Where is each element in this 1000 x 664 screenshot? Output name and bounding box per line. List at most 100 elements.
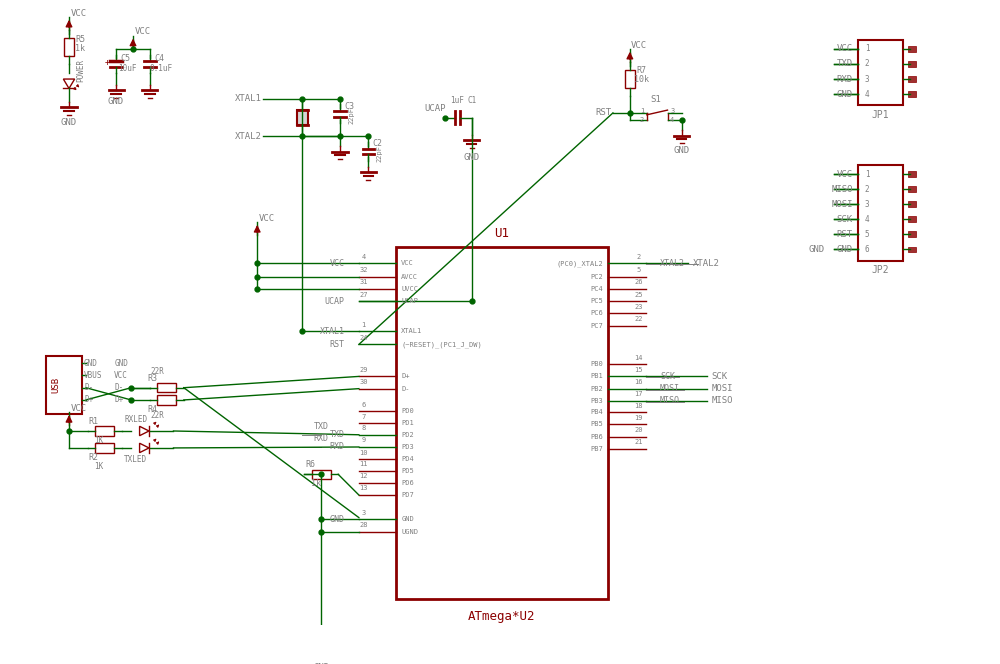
Bar bbox=[908, 76, 916, 82]
Text: 5: 5 bbox=[865, 230, 869, 239]
Text: (~RESET)_(PC1_J_DW): (~RESET)_(PC1_J_DW) bbox=[401, 341, 482, 348]
Text: 2: 2 bbox=[865, 60, 869, 68]
Text: 22R: 22R bbox=[151, 412, 164, 420]
Text: C2: C2 bbox=[373, 139, 383, 149]
Text: GND: GND bbox=[401, 517, 414, 523]
Text: ATmega*U2: ATmega*U2 bbox=[468, 610, 536, 623]
Text: RST: RST bbox=[330, 340, 345, 349]
Text: D+: D+ bbox=[114, 396, 123, 404]
Text: D-: D- bbox=[84, 383, 93, 392]
Text: 10: 10 bbox=[359, 450, 368, 456]
Text: 4: 4 bbox=[865, 90, 869, 98]
Text: 22R: 22R bbox=[151, 367, 164, 376]
Text: PD3: PD3 bbox=[401, 444, 414, 450]
Text: 4: 4 bbox=[361, 254, 366, 260]
Text: GND: GND bbox=[84, 359, 98, 368]
Text: TXD: TXD bbox=[330, 430, 345, 440]
Text: XTAL2: XTAL2 bbox=[693, 259, 720, 268]
Text: PD0: PD0 bbox=[401, 408, 414, 414]
Text: 12: 12 bbox=[359, 473, 368, 479]
Bar bbox=[908, 171, 916, 177]
Text: VCC: VCC bbox=[134, 27, 150, 37]
Bar bbox=[64, 38, 74, 56]
Text: 1k: 1k bbox=[311, 479, 321, 488]
Text: AVCC: AVCC bbox=[401, 274, 418, 280]
Text: 4: 4 bbox=[670, 118, 674, 124]
Text: PD1: PD1 bbox=[401, 420, 414, 426]
Text: 20: 20 bbox=[634, 427, 643, 433]
Text: GND: GND bbox=[330, 515, 345, 524]
Text: S1: S1 bbox=[651, 95, 662, 104]
Bar bbox=[908, 187, 916, 192]
Text: PD6: PD6 bbox=[401, 480, 414, 486]
Bar bbox=[858, 40, 903, 106]
Text: R5: R5 bbox=[75, 35, 85, 44]
Text: TXLED: TXLED bbox=[124, 455, 147, 463]
Bar bbox=[908, 246, 916, 252]
Text: D-: D- bbox=[401, 386, 410, 392]
Bar bbox=[908, 201, 916, 207]
Text: 1: 1 bbox=[865, 169, 869, 179]
Text: 18: 18 bbox=[634, 402, 643, 408]
Text: TXD: TXD bbox=[314, 422, 329, 431]
Text: 1K: 1K bbox=[94, 462, 104, 471]
Text: PD4: PD4 bbox=[401, 456, 414, 462]
Text: XTAL2: XTAL2 bbox=[660, 259, 685, 268]
Text: VBUS: VBUS bbox=[84, 371, 103, 380]
Text: MISO: MISO bbox=[660, 396, 680, 406]
Text: 3: 3 bbox=[361, 510, 366, 516]
Text: GND: GND bbox=[108, 97, 124, 106]
Text: 21: 21 bbox=[634, 440, 643, 446]
Text: R1: R1 bbox=[88, 417, 98, 426]
Text: XTAL1: XTAL1 bbox=[235, 94, 262, 104]
Text: 22: 22 bbox=[634, 316, 643, 322]
Text: 1: 1 bbox=[361, 321, 366, 327]
Text: 30: 30 bbox=[359, 379, 368, 385]
Bar bbox=[908, 61, 916, 67]
Text: R4: R4 bbox=[148, 405, 158, 414]
Text: 19: 19 bbox=[634, 415, 643, 421]
Text: GND: GND bbox=[114, 359, 128, 368]
Text: PB1: PB1 bbox=[591, 373, 604, 379]
Bar bbox=[858, 165, 903, 261]
Text: PB0: PB0 bbox=[591, 361, 604, 367]
Text: C3: C3 bbox=[344, 102, 354, 111]
Text: XTAL1: XTAL1 bbox=[401, 328, 422, 334]
Text: C4: C4 bbox=[154, 54, 164, 63]
Text: PC5: PC5 bbox=[591, 298, 604, 304]
Text: PC4: PC4 bbox=[591, 286, 604, 292]
Text: 1k: 1k bbox=[75, 44, 85, 53]
Text: 10uF: 10uF bbox=[118, 64, 137, 73]
Text: 14: 14 bbox=[634, 355, 643, 361]
Bar bbox=[908, 216, 916, 222]
Text: MOSI: MOSI bbox=[712, 384, 733, 393]
Bar bbox=[157, 383, 176, 392]
Text: POWER: POWER bbox=[77, 59, 86, 82]
Text: D+: D+ bbox=[401, 373, 410, 379]
Text: MISO: MISO bbox=[712, 396, 733, 406]
Text: 1: 1 bbox=[865, 44, 869, 53]
Text: 0.1uF: 0.1uF bbox=[150, 64, 173, 73]
Bar bbox=[625, 70, 635, 88]
Text: 6: 6 bbox=[361, 402, 366, 408]
Text: PD7: PD7 bbox=[401, 492, 414, 498]
Text: 31: 31 bbox=[359, 280, 368, 286]
Text: 1K: 1K bbox=[94, 436, 104, 445]
Text: 1: 1 bbox=[640, 108, 644, 114]
Text: 26: 26 bbox=[634, 280, 643, 286]
Text: 2: 2 bbox=[636, 254, 640, 260]
Text: 27: 27 bbox=[359, 291, 368, 297]
Text: GND: GND bbox=[674, 146, 690, 155]
Text: JP1: JP1 bbox=[871, 110, 889, 120]
Text: C5: C5 bbox=[120, 54, 130, 63]
Text: UCAP: UCAP bbox=[325, 297, 345, 305]
Text: 22pF: 22pF bbox=[377, 145, 383, 162]
Text: U1: U1 bbox=[494, 227, 509, 240]
Text: XTAL2: XTAL2 bbox=[235, 132, 262, 141]
Text: 4: 4 bbox=[865, 214, 869, 224]
Text: PD5: PD5 bbox=[401, 467, 414, 473]
Text: 15: 15 bbox=[634, 367, 643, 373]
Text: PB7: PB7 bbox=[591, 446, 604, 452]
Text: VCC: VCC bbox=[70, 9, 86, 18]
Text: 22pF: 22pF bbox=[348, 108, 354, 124]
